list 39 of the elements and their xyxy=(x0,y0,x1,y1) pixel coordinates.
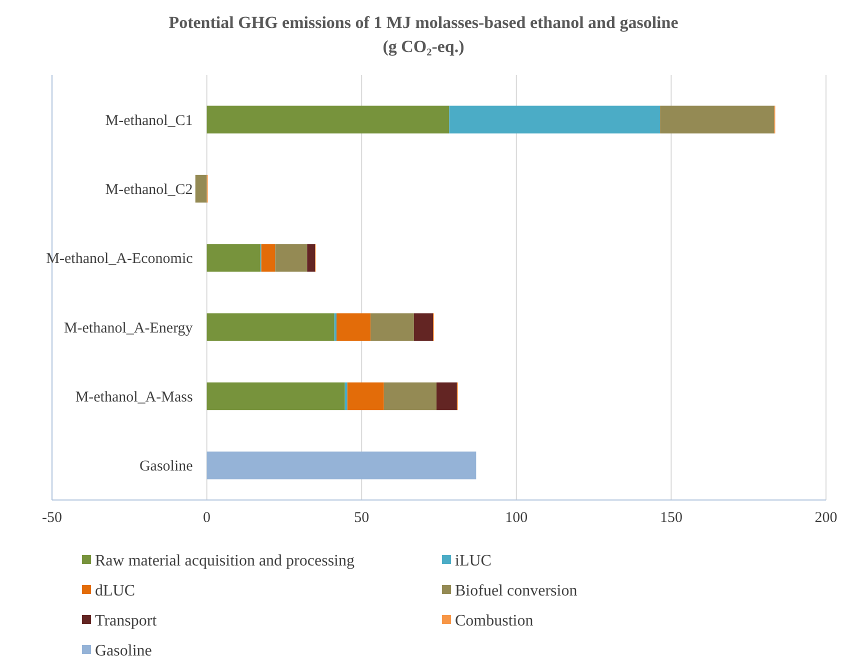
bar xyxy=(344,382,348,410)
bar xyxy=(334,313,337,341)
legend-label: Biofuel conversion xyxy=(455,582,578,600)
y-tick-label: M-ethanol_A-Economic xyxy=(46,251,194,268)
y-tick-label: M-ethanol_C2 xyxy=(105,182,193,198)
legend-label: Raw material acquisition and processing xyxy=(95,552,354,570)
chart-title: Potential GHG emissions of 1 MJ molasses-based ethanol and gasoline xyxy=(168,13,679,32)
x-tick-label: 200 xyxy=(814,510,838,526)
bar xyxy=(206,382,345,410)
bar xyxy=(206,452,476,480)
bar xyxy=(275,244,308,272)
legend-label: Combustion xyxy=(455,612,534,630)
bar xyxy=(660,106,774,134)
bar xyxy=(414,313,434,341)
bar xyxy=(206,244,260,272)
bar xyxy=(336,313,371,341)
bar xyxy=(384,382,437,410)
bar xyxy=(347,382,384,410)
y-tick-label: M-ethanol_A-Mass xyxy=(75,390,193,406)
y-tick-label: M-ethanol_A-Energy xyxy=(64,320,194,336)
x-tick-label: 100 xyxy=(505,510,528,526)
legend-label: iLUC xyxy=(455,552,492,570)
x-tick-label: 0 xyxy=(203,510,211,526)
bar xyxy=(206,106,450,134)
legend-label: Transport xyxy=(95,612,158,630)
chart-subtitle: (g CO₂-eq.) xyxy=(382,37,464,56)
y-tick-label: M-ethanol_C1 xyxy=(105,112,193,129)
x-tick-label: -50 xyxy=(42,510,62,526)
bar xyxy=(206,313,334,341)
bar xyxy=(307,244,316,272)
legend-label: dLUC xyxy=(95,582,135,600)
bar xyxy=(370,313,414,341)
y-tick-label: Gasoline xyxy=(139,458,194,475)
bar xyxy=(436,382,457,410)
x-tick-label: 50 xyxy=(354,510,370,526)
bar xyxy=(449,106,660,134)
bar xyxy=(195,174,207,203)
x-tick-label: 150 xyxy=(660,510,682,526)
bar xyxy=(261,244,276,272)
